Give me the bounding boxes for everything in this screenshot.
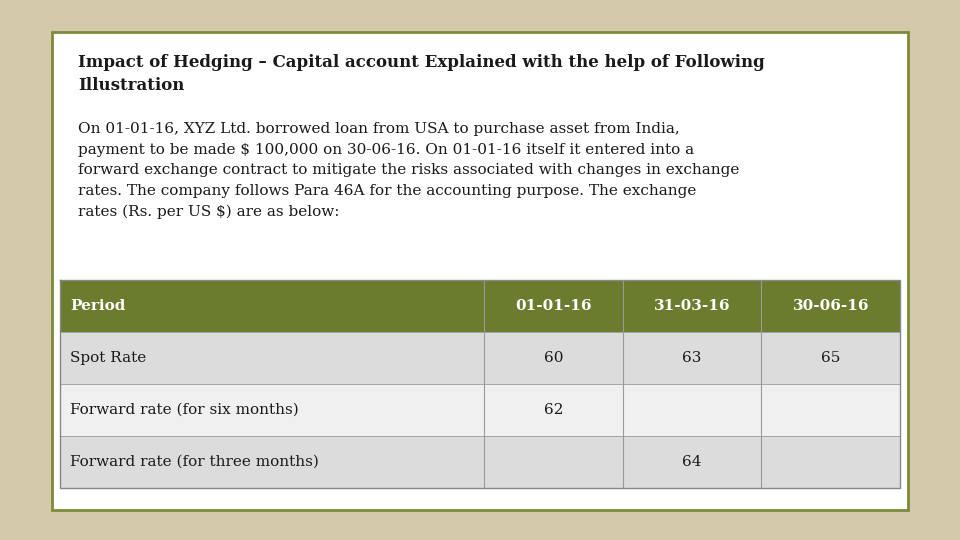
Text: 60: 60 (543, 351, 564, 365)
FancyBboxPatch shape (60, 280, 900, 332)
Text: 31-03-16: 31-03-16 (654, 299, 731, 313)
FancyBboxPatch shape (52, 32, 908, 510)
Text: 63: 63 (683, 351, 702, 365)
Text: Spot Rate: Spot Rate (70, 351, 146, 365)
FancyBboxPatch shape (60, 332, 900, 384)
FancyBboxPatch shape (60, 436, 900, 488)
Text: 64: 64 (683, 455, 702, 469)
Text: On 01-01-16, XYZ Ltd. borrowed loan from USA to purchase asset from India,
payme: On 01-01-16, XYZ Ltd. borrowed loan from… (78, 122, 739, 219)
Text: Forward rate (for three months): Forward rate (for three months) (70, 455, 319, 469)
Text: Impact of Hedging – Capital account Explained with the help of Following
Illustr: Impact of Hedging – Capital account Expl… (78, 54, 765, 94)
Text: 30-06-16: 30-06-16 (792, 299, 869, 313)
Text: 01-01-16: 01-01-16 (516, 299, 591, 313)
Text: 65: 65 (821, 351, 840, 365)
Text: Forward rate (for six months): Forward rate (for six months) (70, 403, 299, 417)
Text: 62: 62 (543, 403, 564, 417)
FancyBboxPatch shape (60, 384, 900, 436)
Text: Period: Period (70, 299, 126, 313)
